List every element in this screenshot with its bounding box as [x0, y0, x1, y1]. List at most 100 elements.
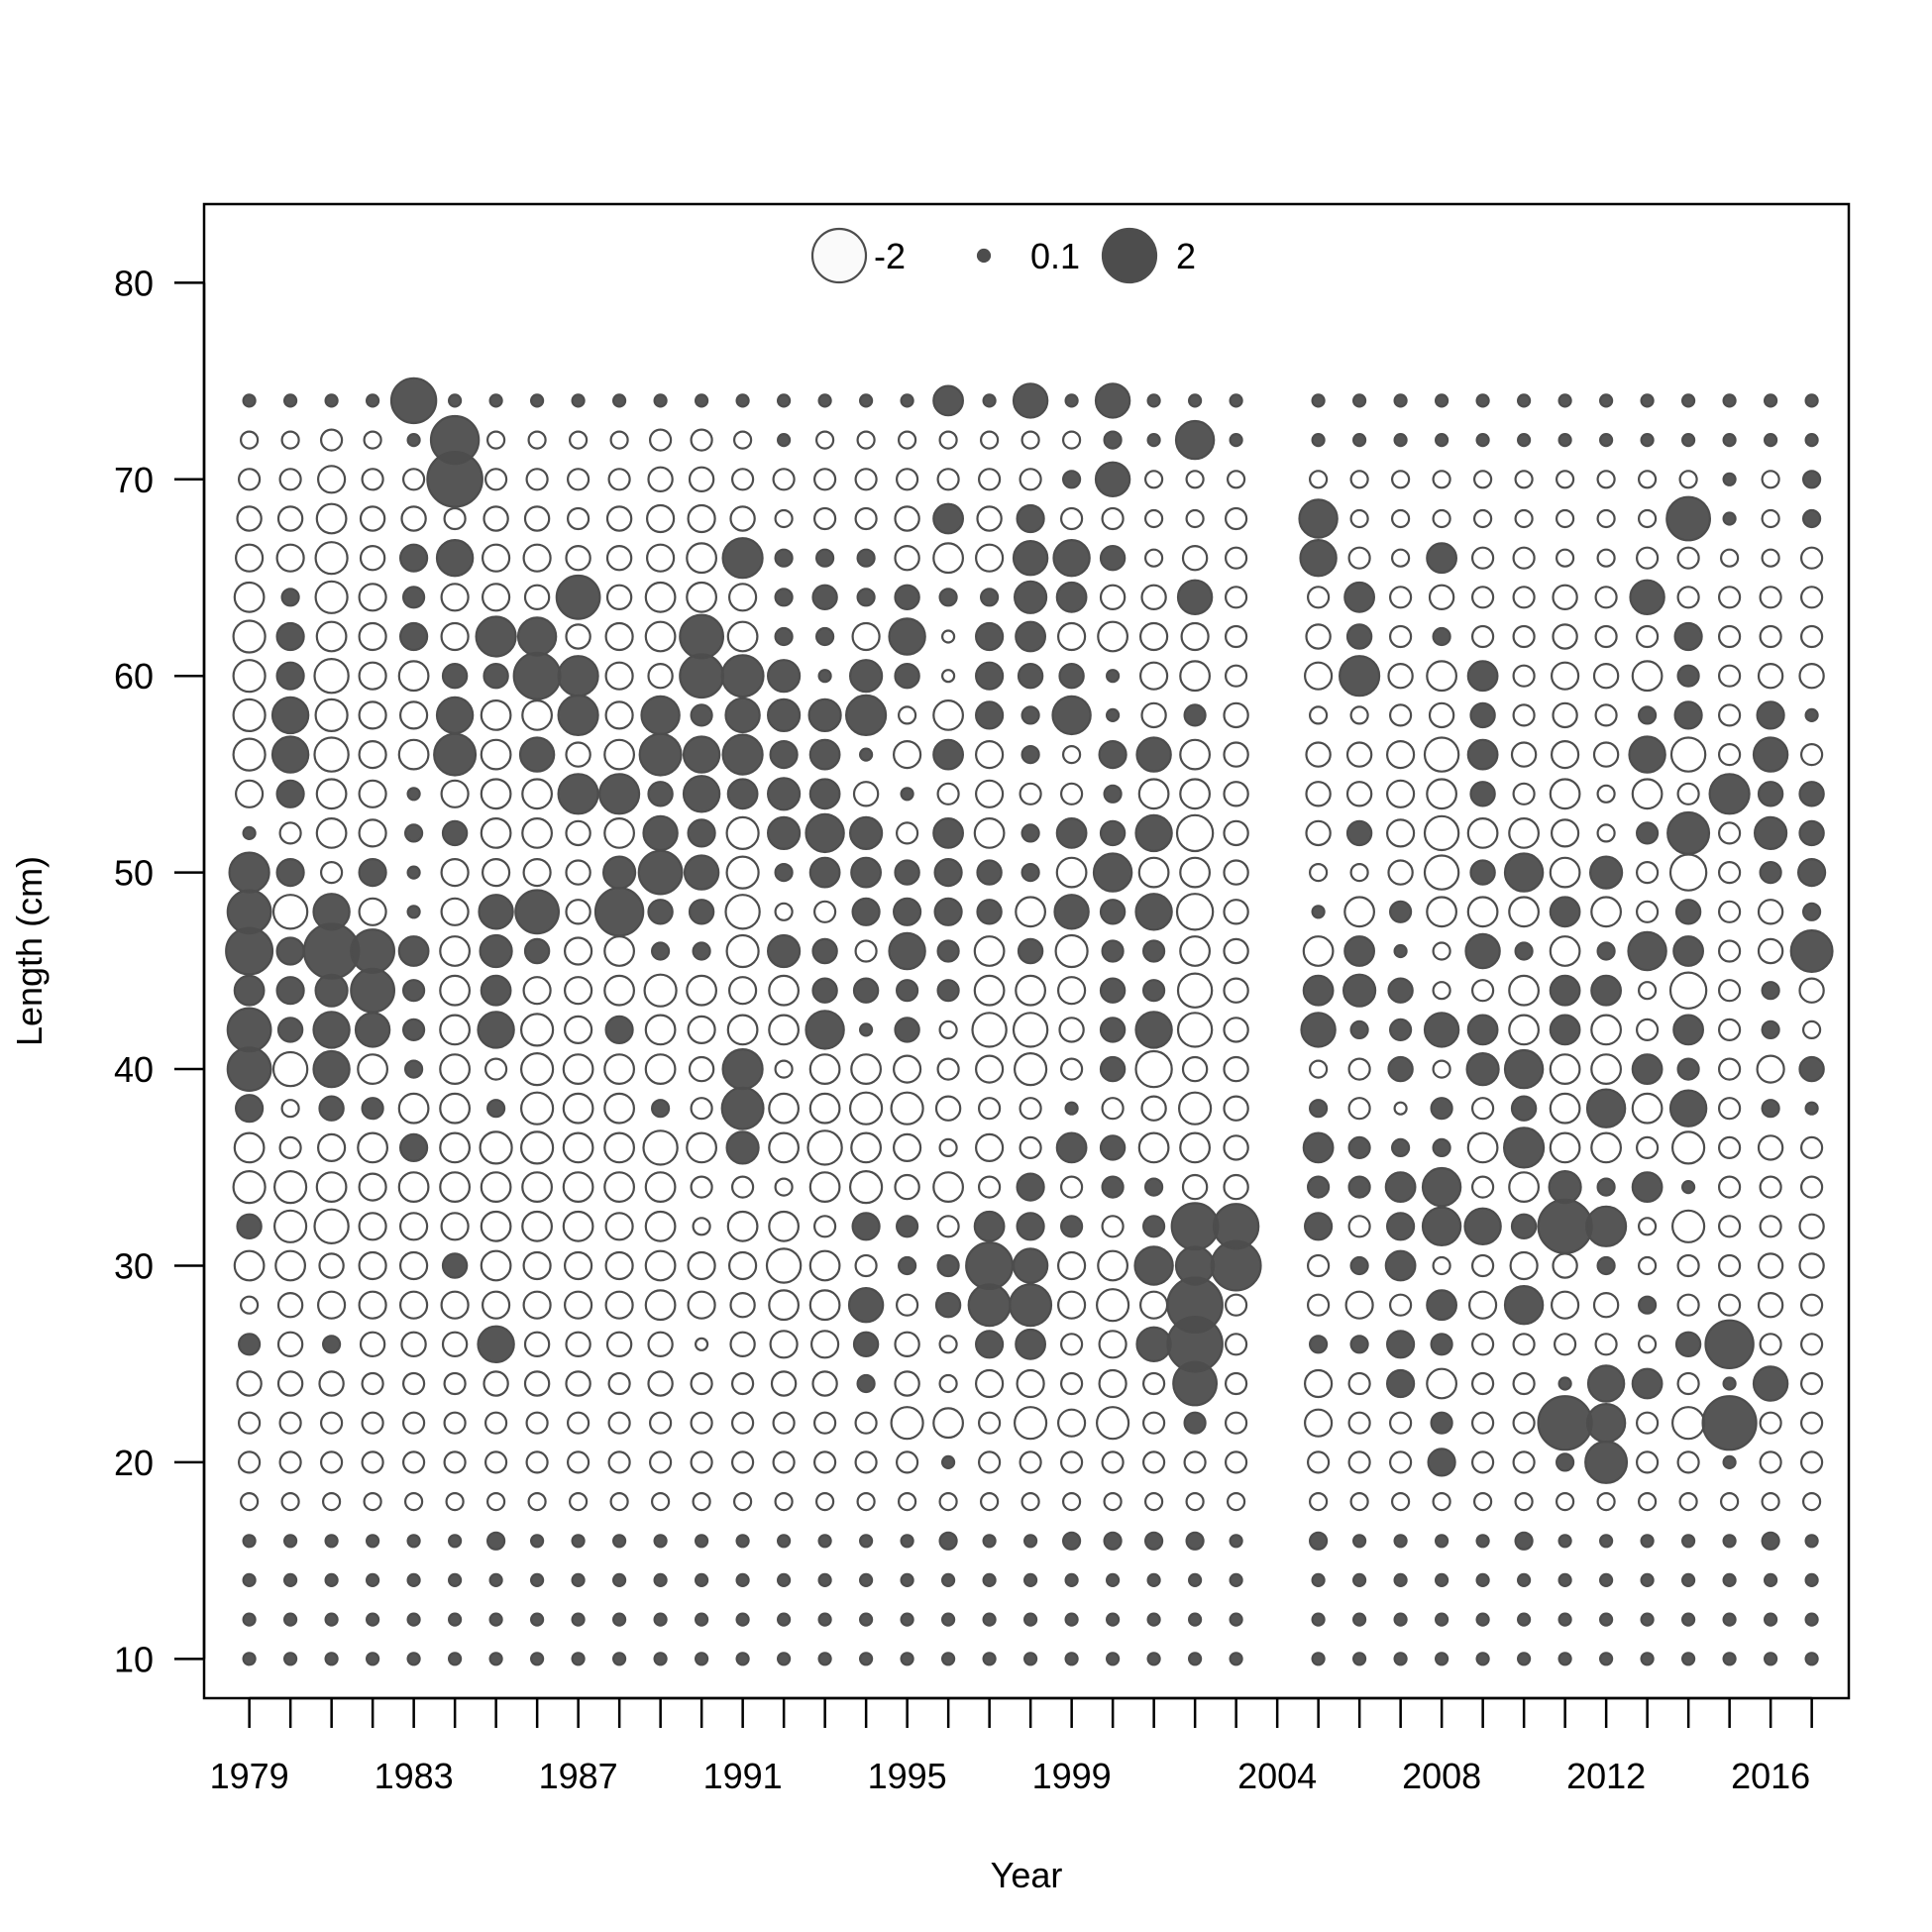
residual-bubble [1637, 470, 1658, 489]
residual-bubble [593, 887, 645, 937]
residual-bubble [1020, 705, 1040, 725]
residual-bubble [324, 1652, 339, 1666]
residual-bubble [527, 430, 547, 450]
residual-bubble [1185, 1531, 1205, 1551]
residual-bubble [232, 619, 267, 654]
residual-bubble [814, 548, 835, 568]
residual-bubble [735, 1534, 750, 1549]
residual-bubble [406, 1534, 421, 1549]
residual-bubble [1308, 1531, 1329, 1551]
residual-bubble [562, 1171, 594, 1203]
y-tick-label: 60 [114, 656, 154, 697]
residual-bubble [735, 1612, 750, 1627]
residual-bubble [1549, 974, 1581, 1007]
residual-bubble [1143, 1491, 1164, 1512]
residual-bubble [1508, 974, 1540, 1007]
residual-bubble [571, 1612, 586, 1627]
residual-bubble [448, 1534, 463, 1549]
residual-bubble [1022, 1652, 1038, 1666]
residual-bubble [278, 1135, 302, 1160]
residual-bubble [974, 543, 1005, 573]
residual-bubble [817, 669, 832, 684]
residual-bubble [1056, 1290, 1087, 1320]
residual-bubble [226, 889, 272, 935]
residual-bubble [1676, 1293, 1700, 1317]
x-tick-label: 1991 [703, 1756, 783, 1796]
residual-bubble [322, 1335, 342, 1354]
residual-bubble [1059, 1333, 1084, 1356]
residual-bubble [1594, 586, 1618, 609]
residual-bubble [1099, 819, 1127, 847]
residual-bubble [521, 1171, 553, 1203]
residual-bubble [440, 779, 470, 808]
residual-bubble [938, 1020, 958, 1040]
residual-bubble [402, 468, 426, 491]
residual-bubble [354, 1012, 391, 1048]
residual-bubble [854, 506, 878, 531]
residual-bubble [236, 505, 263, 532]
residual-bubble [1013, 1051, 1048, 1087]
residual-bubble [653, 1572, 668, 1588]
residual-bubble [936, 782, 960, 805]
residual-bubble [766, 659, 802, 694]
residual-bubble [1019, 1135, 1042, 1160]
residual-bubble [1584, 1440, 1629, 1484]
residual-bubble [1181, 1055, 1209, 1083]
residual-bubble [890, 1091, 924, 1126]
residual-bubble [1717, 939, 1742, 963]
residual-bubble [1637, 705, 1658, 725]
residual-bubble [1183, 1450, 1207, 1474]
residual-bubble [488, 1652, 503, 1666]
residual-bubble [1470, 1411, 1495, 1435]
residual-bubble [565, 1370, 591, 1397]
residual-bubble [1423, 736, 1460, 773]
residual-bubble [1549, 1053, 1581, 1085]
residual-bubble [317, 1132, 347, 1163]
residual-bubble [643, 973, 678, 1008]
residual-bubble [1759, 1411, 1782, 1435]
residual-bubble [242, 825, 257, 841]
residual-bubble [812, 1215, 837, 1238]
residual-bubble [1064, 1612, 1079, 1627]
residual-bubble [1143, 1177, 1164, 1197]
residual-bubble [276, 1331, 304, 1358]
residual-bubble [516, 616, 558, 657]
residual-bubble [1146, 433, 1161, 448]
residual-bubble [358, 1290, 387, 1320]
residual-bubble [936, 1215, 960, 1238]
residual-bubble [1061, 1531, 1082, 1551]
residual-bubble [774, 1491, 794, 1512]
residual-bubble [1146, 393, 1161, 408]
residual-bubble [694, 1534, 709, 1549]
residual-bubble [404, 1059, 424, 1079]
legend-bubble [1101, 227, 1158, 284]
residual-bubble [644, 1289, 677, 1322]
residual-bubble [1466, 660, 1499, 693]
residual-bubble [242, 1652, 257, 1666]
residual-bubble [280, 588, 300, 607]
residual-bubble [1635, 1450, 1660, 1474]
residual-bubble [440, 1212, 470, 1241]
residual-bubble [1704, 1319, 1755, 1370]
residual-bubble [1470, 546, 1495, 570]
residual-bubble [278, 468, 302, 491]
residual-bubble [358, 857, 387, 888]
residual-bubble [645, 503, 676, 534]
residual-bubble [523, 584, 551, 611]
residual-bubble [1055, 856, 1088, 889]
residual-bubble [644, 1249, 677, 1282]
residual-bubble [854, 1450, 878, 1474]
residual-bubble [1393, 1652, 1408, 1666]
residual-bubble [363, 430, 382, 450]
residual-bubble [1015, 620, 1046, 653]
residual-bubble [854, 1411, 878, 1435]
residual-bubble [566, 506, 590, 531]
residual-bubble [1051, 695, 1092, 736]
residual-bubble [679, 653, 724, 699]
residual-bubble [774, 626, 794, 647]
residual-bubble [940, 669, 956, 684]
residual-bubble [1516, 1612, 1532, 1627]
residual-bubble [1804, 1652, 1819, 1666]
residual-bubble [603, 738, 635, 771]
residual-bubble [1388, 586, 1413, 609]
